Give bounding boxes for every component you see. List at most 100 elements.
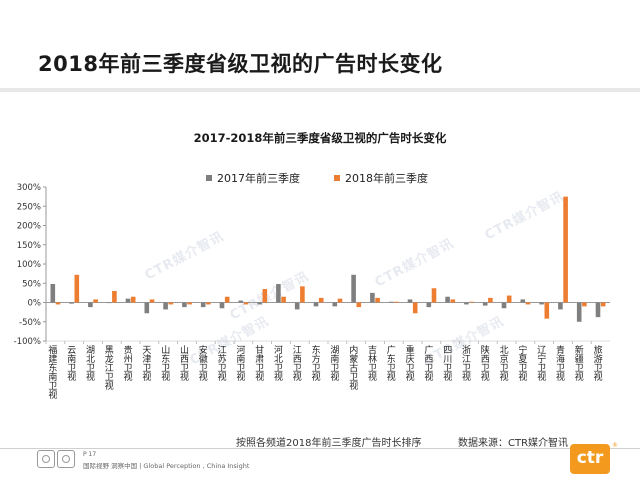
bar-2017	[144, 302, 150, 314]
chart-title: 2017-2018年前三季度省级卫视的广告时长变化	[193, 131, 447, 145]
page-title: 2018年前三季度省级卫视的广告时长变化	[38, 52, 443, 76]
x-tick-label: 新疆卫视	[573, 344, 584, 382]
bar-2018	[224, 296, 230, 303]
x-tick-label: 四川卫视	[441, 345, 452, 382]
certification-badge-icon	[37, 450, 55, 468]
bar-2018	[506, 295, 512, 303]
x-tick-label: 重庆卫视	[404, 344, 415, 382]
x-tick-label: 甘肃卫视	[253, 344, 264, 382]
y-tick-label: -100%	[14, 337, 41, 347]
certification-badge-icon	[57, 450, 75, 468]
x-tick-label: 东方卫视	[310, 344, 321, 382]
footer-tagline: 国际视野 洞察中国 | Global Perception , China In…	[83, 462, 250, 470]
bar-2017	[238, 300, 244, 303]
bar-2018	[394, 301, 399, 303]
x-tick-label: 北京卫视	[498, 345, 509, 382]
bar-2017	[69, 302, 74, 304]
legend-swatch-2018	[334, 175, 340, 181]
x-tick-label: 内蒙古卫视	[347, 344, 358, 391]
legend-swatch-2017	[206, 175, 212, 181]
bar-2018	[375, 297, 380, 303]
title-divider	[0, 88, 640, 92]
bar-2018	[206, 302, 211, 305]
x-tick-label: 湖南卫视	[328, 345, 339, 382]
bar-2018	[74, 274, 80, 303]
x-tick-label: 山西卫视	[178, 345, 189, 382]
bar-2018	[93, 299, 98, 303]
bar-2018	[243, 302, 249, 305]
x-tick-label: 福建东南卫视	[46, 344, 57, 400]
bar-2018	[187, 302, 192, 305]
x-tick-label: 云南卫视	[65, 345, 76, 382]
x-tick-label: 河北卫视	[272, 344, 283, 382]
bar-2017	[445, 296, 450, 303]
page-number: P 17	[83, 451, 97, 458]
y-tick-label: 250%	[17, 202, 41, 212]
bar-2017	[313, 302, 319, 307]
x-tick-label: 天津卫视	[140, 345, 151, 382]
bar-2017	[294, 302, 300, 310]
y-tick-label: 50%	[22, 279, 41, 289]
legend-label-2018: 2018年前三季度	[345, 172, 428, 185]
bar-2017	[200, 302, 206, 308]
bar-2017	[125, 298, 131, 303]
bar-2018	[600, 302, 606, 307]
y-tick-label: 150%	[17, 241, 41, 251]
bar-2017	[106, 302, 112, 304]
bar-2017	[370, 292, 375, 303]
bar-2018	[262, 289, 268, 303]
x-tick-label: 黑龙江卫视	[103, 345, 114, 391]
x-tick-label: 湖北卫视	[84, 345, 95, 382]
ctr-logo: ctr	[570, 444, 610, 474]
x-tick-label: 河南卫视	[234, 344, 245, 382]
bar-2017	[388, 301, 394, 303]
bar-2017	[576, 302, 582, 322]
chart-legend: 2017年前三季度 2018年前三季度	[206, 170, 428, 186]
bar-2018	[112, 290, 117, 303]
bar-2018	[168, 302, 174, 305]
y-tick-label: 0%	[28, 299, 42, 309]
bar-2017	[257, 302, 262, 305]
x-tick-label: 陕西卫视	[479, 344, 490, 382]
bar-2017	[595, 302, 601, 318]
x-tick-label: 广东卫视	[385, 344, 396, 382]
bar-2017	[426, 302, 432, 308]
bar-2017	[163, 302, 168, 310]
bar-2018	[130, 296, 136, 303]
bar-2017	[219, 302, 225, 309]
y-tick-label: -50%	[19, 318, 41, 328]
bar-2018	[281, 296, 286, 303]
bar-2017	[558, 302, 563, 310]
bar-2018	[149, 299, 155, 303]
bar-2017	[539, 302, 544, 305]
bar-2017	[464, 302, 469, 305]
x-tick-label: 旅游卫视	[592, 344, 603, 382]
legend-item-2018: 2018年前三季度	[334, 170, 428, 186]
x-tick-label: 青海卫视	[554, 344, 565, 382]
legend-item-2017: 2017年前三季度	[206, 170, 300, 186]
bar-2017	[351, 274, 356, 303]
x-tick-label: 辽宁卫视	[535, 345, 546, 382]
bar-2018	[563, 196, 568, 303]
y-tick-label: 300%	[17, 183, 41, 193]
bar-2017	[520, 299, 526, 303]
x-tick-label: 安徽卫视	[197, 344, 208, 382]
x-tick-label: 广西卫视	[422, 344, 433, 382]
footer-divider	[0, 448, 640, 449]
bar-2018	[582, 302, 587, 307]
bar-2018	[318, 297, 324, 303]
x-tick-label: 宁夏卫视	[516, 344, 527, 382]
bar-2017	[407, 299, 413, 303]
bar-2018	[431, 288, 437, 303]
bar-2017	[182, 302, 187, 308]
bar-2017	[276, 284, 281, 303]
x-tick-label: 浙江卫视	[460, 344, 471, 382]
bar-2017	[501, 302, 507, 309]
x-tick-label: 贵州卫视	[122, 344, 133, 382]
x-tick-label: 江苏卫视	[216, 345, 227, 382]
x-tick-label: 江西卫视	[291, 345, 302, 382]
bar-2017	[50, 284, 56, 303]
x-tick-label: 山东卫视	[159, 345, 170, 382]
x-tick-label: 吉林卫视	[366, 345, 377, 382]
